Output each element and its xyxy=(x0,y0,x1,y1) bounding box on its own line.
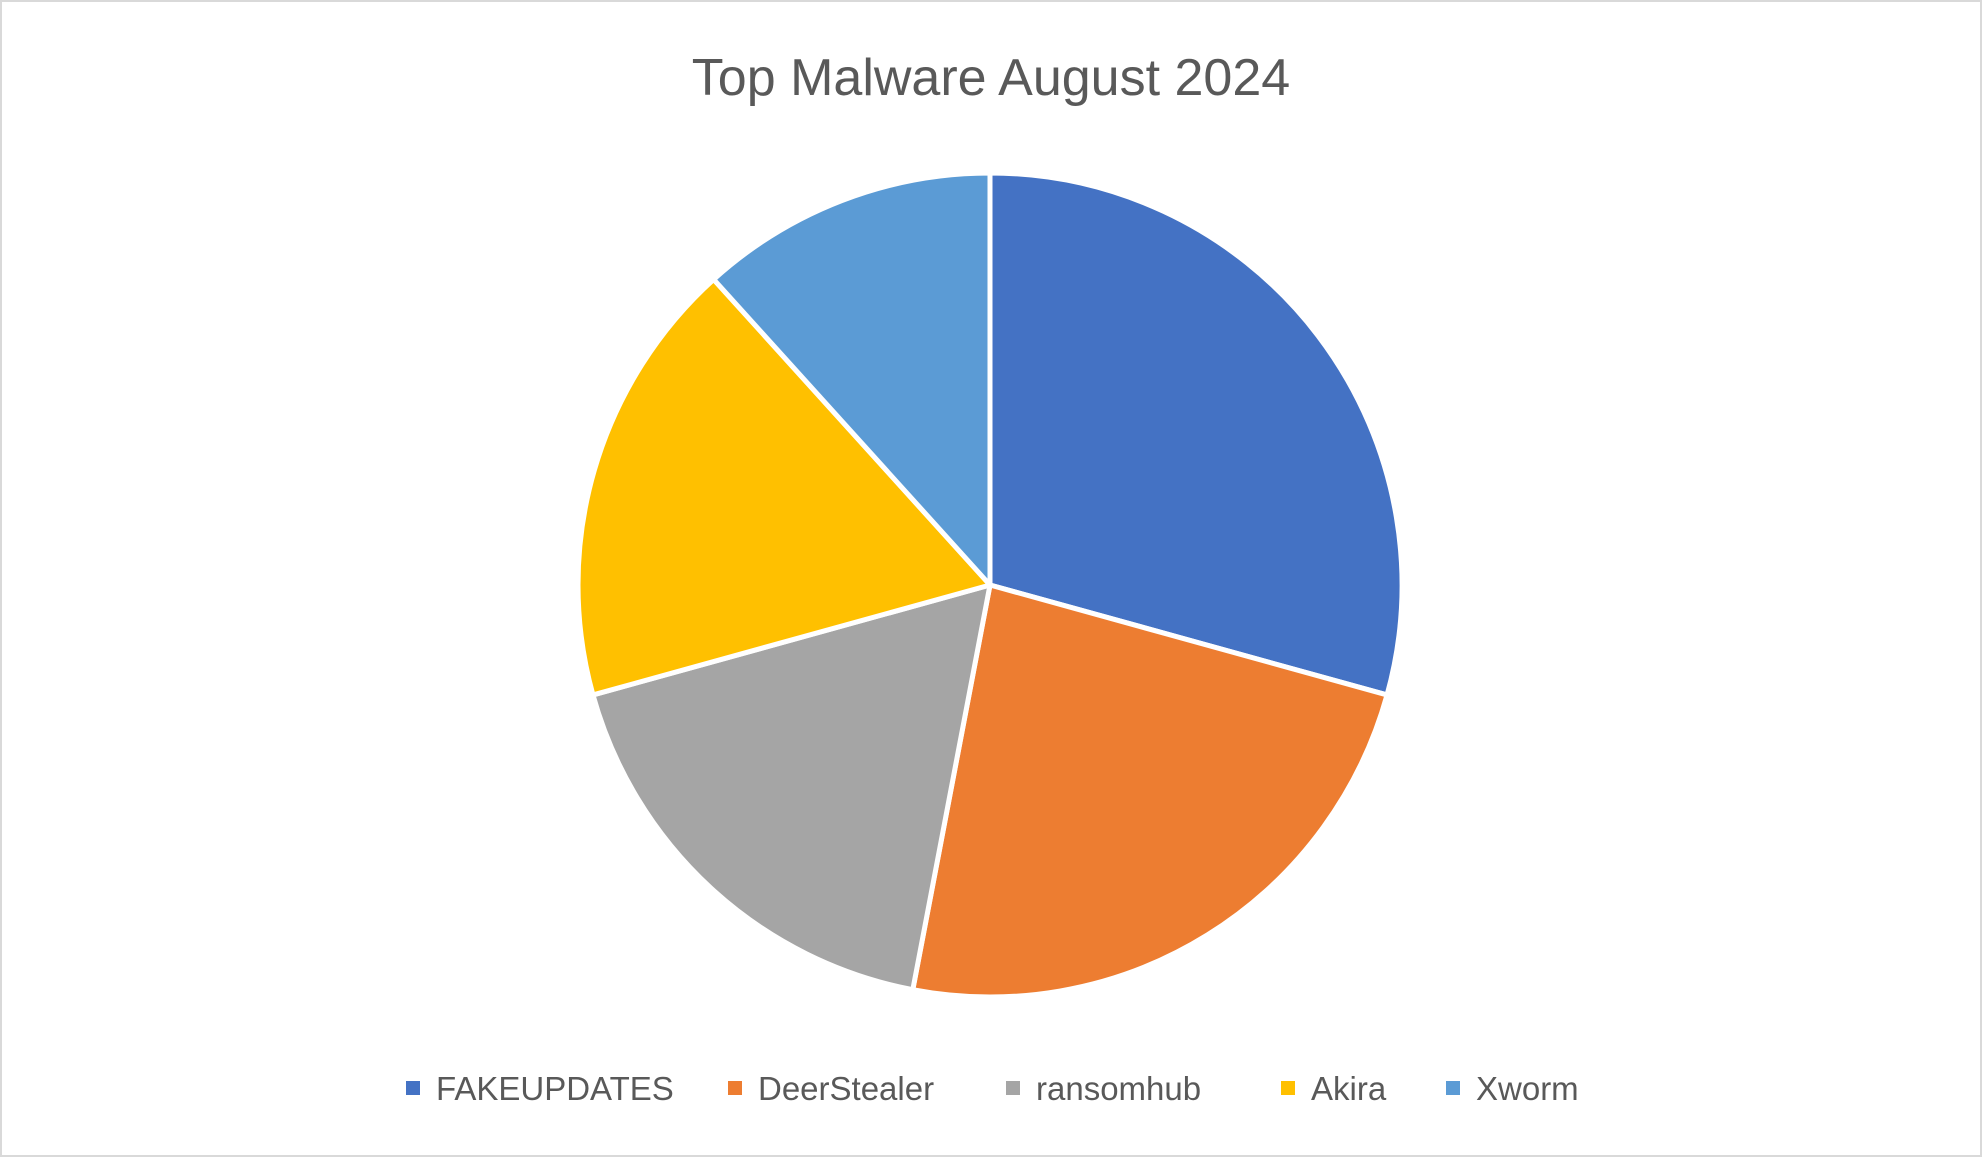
legend: FAKEUPDATES DeerStealer ransomhub Akira Xwor… xyxy=(406,1070,1579,1107)
legend-label: DeerStealer xyxy=(758,1070,934,1107)
pie-slice-ransomhub xyxy=(590,582,993,993)
legend-label: Xworm xyxy=(1476,1070,1579,1107)
legend-label: ransomhub xyxy=(1036,1070,1201,1107)
legend-marker xyxy=(1281,1081,1295,1095)
pie-slice-akira xyxy=(575,276,993,698)
legend-label: FAKEUPDATES xyxy=(436,1070,674,1107)
legend-item: Xworm xyxy=(1446,1070,1579,1107)
legend-item: Akira xyxy=(1281,1070,1387,1107)
legend-item: DeerStealer xyxy=(728,1070,934,1107)
pie-slice-fakeupdates xyxy=(987,170,1405,698)
legend-item: ransomhub xyxy=(1006,1070,1201,1107)
legend-marker xyxy=(406,1081,420,1095)
pie-slice-deerstealer xyxy=(910,582,1390,1000)
chart-title: Top Malware August 2024 xyxy=(692,49,1290,107)
legend-marker xyxy=(1446,1081,1460,1095)
legend-marker xyxy=(728,1081,742,1095)
legend-marker xyxy=(1006,1081,1020,1095)
legend-label: Akira xyxy=(1311,1070,1387,1107)
legend-item: FAKEUPDATES xyxy=(406,1070,674,1107)
pie-slices xyxy=(575,170,1405,1000)
pie-slice-xworm xyxy=(711,170,993,588)
